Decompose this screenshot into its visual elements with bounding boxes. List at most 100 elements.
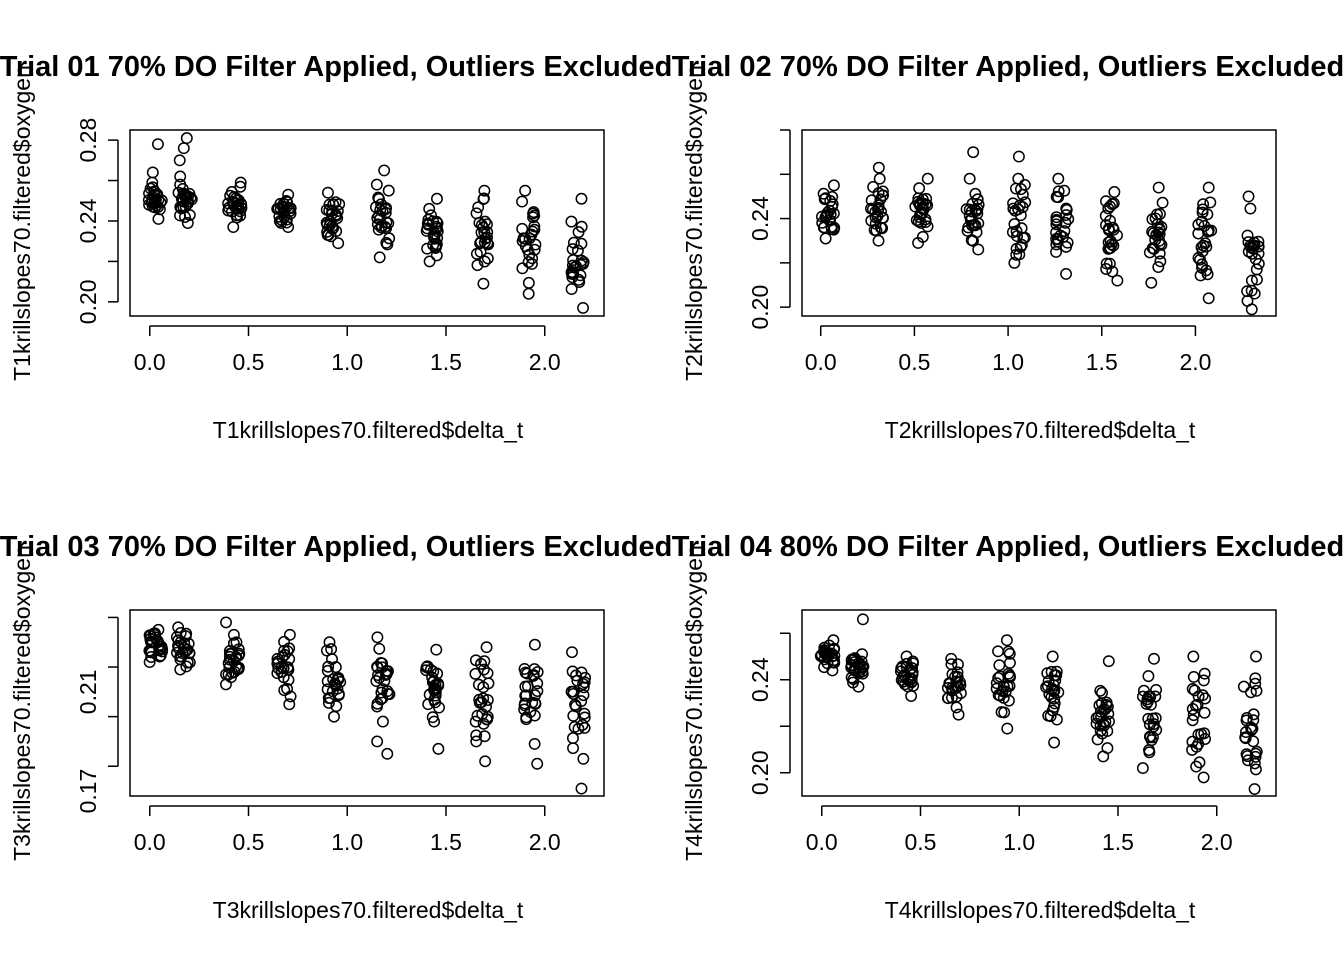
data-point xyxy=(1143,744,1155,756)
data-point xyxy=(1152,261,1165,274)
data-point xyxy=(171,646,183,659)
data-point xyxy=(1196,245,1209,258)
data-point xyxy=(479,215,491,228)
data-point xyxy=(282,188,295,201)
data-point xyxy=(1040,681,1053,694)
data-point xyxy=(181,217,194,229)
y-tick-label: 0.24 xyxy=(747,657,773,702)
data-point xyxy=(1252,257,1265,270)
data-point xyxy=(952,708,965,721)
data-point xyxy=(1042,675,1055,687)
data-point xyxy=(992,671,1005,684)
data-point xyxy=(423,255,436,268)
data-point xyxy=(872,234,885,247)
data-point xyxy=(970,226,983,239)
data-point xyxy=(472,678,485,691)
data-point xyxy=(426,671,439,684)
data-point xyxy=(481,694,494,706)
data-point xyxy=(273,210,286,223)
y-tick-label: 0.28 xyxy=(75,118,101,163)
data-point xyxy=(819,192,832,205)
data-point xyxy=(230,660,243,673)
data-point xyxy=(565,283,578,296)
data-point xyxy=(1197,198,1210,211)
data-point xyxy=(1094,719,1107,732)
data-point xyxy=(871,210,884,223)
data-point xyxy=(1247,708,1260,721)
plot-box xyxy=(129,609,605,797)
data-point xyxy=(971,193,984,206)
data-point xyxy=(1106,265,1119,278)
data-point xyxy=(180,132,193,145)
data-point xyxy=(531,677,544,690)
data-point xyxy=(329,196,342,209)
data-point xyxy=(519,240,532,253)
data-point xyxy=(1012,172,1025,185)
x-tick-label: 0.0 xyxy=(805,349,837,375)
data-point xyxy=(1196,206,1209,219)
data-point xyxy=(960,203,973,216)
data-point xyxy=(1111,274,1124,287)
data-point xyxy=(528,220,541,233)
data-point xyxy=(992,645,1004,658)
data-point xyxy=(516,195,529,208)
data-point xyxy=(469,667,482,680)
x-tick-label: 0.0 xyxy=(134,349,166,375)
data-point xyxy=(234,176,247,189)
data-point xyxy=(232,643,245,656)
data-point xyxy=(1241,229,1254,242)
data-point xyxy=(527,211,539,224)
data-point xyxy=(431,222,444,235)
data-point xyxy=(946,668,959,681)
data-point xyxy=(1195,215,1208,228)
x-tick-label: 2.0 xyxy=(1179,349,1211,375)
data-point xyxy=(174,201,187,213)
data-point xyxy=(1094,684,1107,697)
data-point xyxy=(1048,697,1061,710)
data-point xyxy=(371,631,384,644)
data-point xyxy=(284,690,297,703)
data-point xyxy=(222,668,235,681)
data-point xyxy=(478,255,491,268)
data-point xyxy=(919,213,932,226)
data-point xyxy=(1012,150,1025,163)
y-axis: 0.17 0.21 xyxy=(75,616,119,813)
data-point xyxy=(900,660,913,673)
data-point xyxy=(519,184,532,197)
data-point xyxy=(1096,727,1109,740)
data-point xyxy=(521,667,534,680)
data-point xyxy=(1142,670,1155,683)
data-point xyxy=(570,669,582,682)
data-point xyxy=(876,211,889,224)
data-point xyxy=(227,628,240,641)
y-tick-label: 0.20 xyxy=(747,285,773,330)
data-point xyxy=(277,662,290,675)
data-point xyxy=(1200,264,1213,277)
data-point xyxy=(1143,730,1156,743)
data-point xyxy=(477,717,490,730)
data-point xyxy=(527,207,540,220)
data-point xyxy=(856,661,869,674)
data-point xyxy=(233,647,246,660)
x-axis: 0.0 0.5 1.0 1.5 2.0 xyxy=(134,325,561,375)
data-point xyxy=(1050,713,1063,726)
data-point xyxy=(1198,706,1211,719)
data-point xyxy=(845,671,858,684)
data-point xyxy=(481,252,494,265)
data-point xyxy=(1241,754,1254,767)
data-point xyxy=(906,662,918,675)
data-point xyxy=(827,179,840,192)
data-point xyxy=(566,732,579,745)
data-point xyxy=(818,653,831,666)
data-point xyxy=(963,172,976,185)
data-point xyxy=(528,638,541,651)
data-point xyxy=(321,225,334,238)
data-point xyxy=(1002,694,1015,707)
data-point xyxy=(906,668,919,681)
y-axis-label: T4krillslopes70.filtered$oxygen xyxy=(681,545,707,861)
data-point xyxy=(149,194,162,206)
x-tick-label: 2.0 xyxy=(1201,829,1233,855)
data-point xyxy=(1103,257,1116,270)
data-point xyxy=(176,647,189,660)
data-point xyxy=(572,722,585,735)
